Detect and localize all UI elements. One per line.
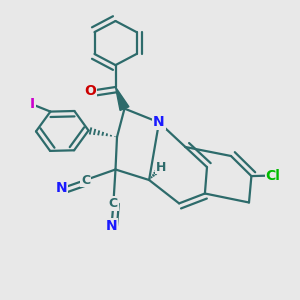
Polygon shape <box>116 87 129 110</box>
Text: Cl: Cl <box>266 169 280 182</box>
Text: N: N <box>56 182 67 195</box>
Text: N: N <box>153 116 165 129</box>
Text: C: C <box>109 197 118 210</box>
Text: I: I <box>30 98 35 111</box>
Text: H: H <box>156 160 166 174</box>
Text: N: N <box>106 219 117 232</box>
Text: O: O <box>84 84 96 98</box>
Text: C: C <box>81 173 90 187</box>
